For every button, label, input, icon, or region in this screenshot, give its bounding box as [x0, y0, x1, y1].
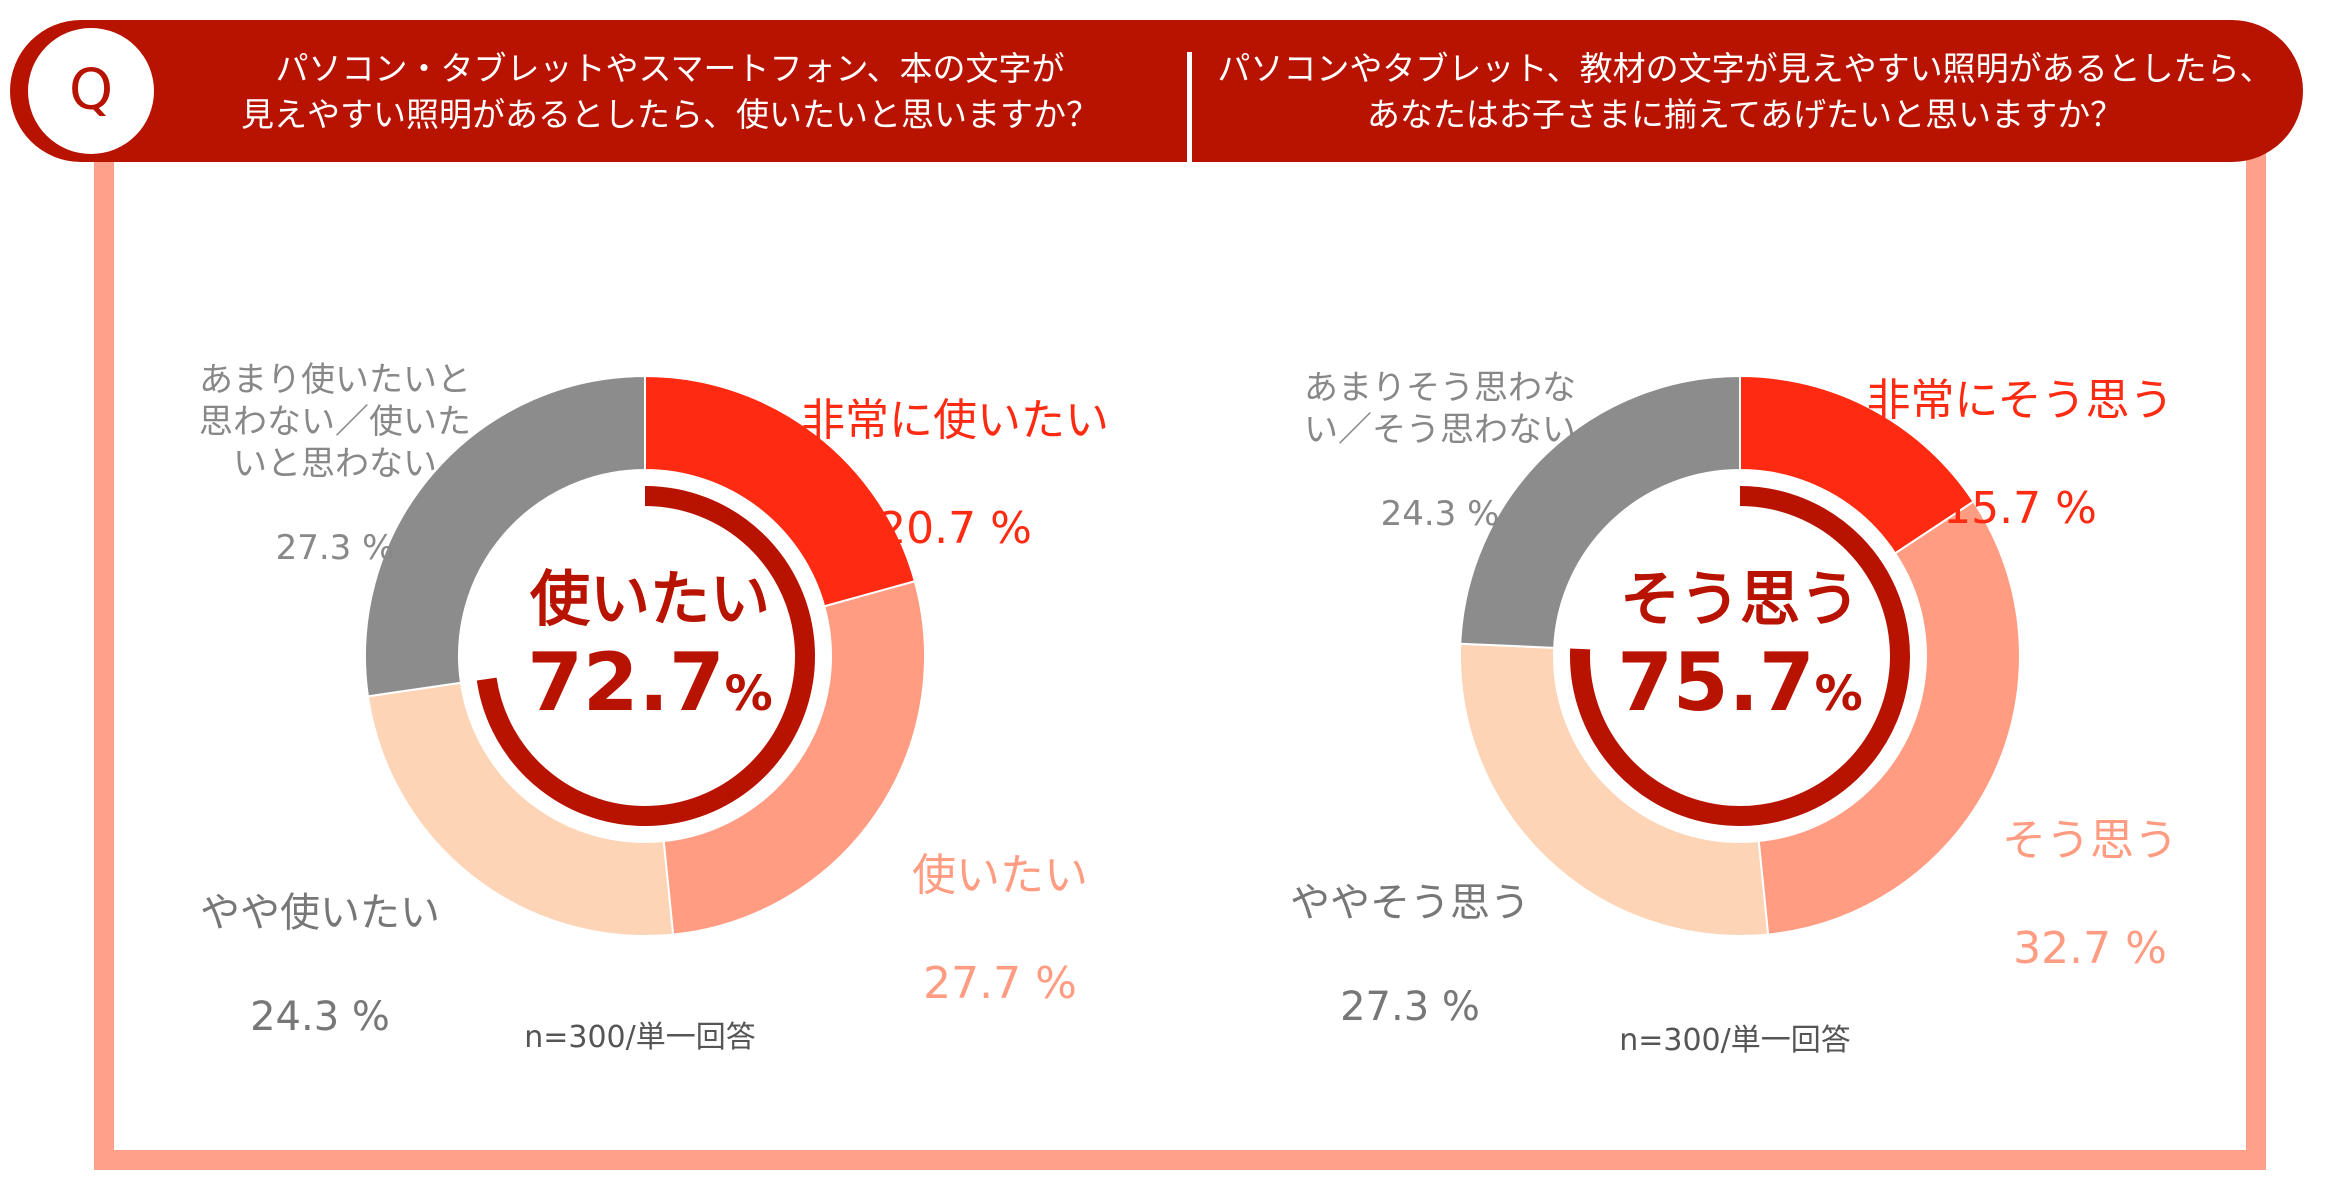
- right-label-s3: あまりそう思わな い／そう思わない 24.3 %: [1295, 325, 1585, 577]
- right-summary-title: そう思う: [1620, 565, 1860, 635]
- left-summary-arc: [476, 486, 815, 826]
- left-label-s1-name: 使いたい: [912, 850, 1088, 901]
- right-label-s1-value: 32.7 %: [2013, 923, 2167, 974]
- right-label-s2-name: ややそう思う: [1290, 880, 1530, 926]
- header-divider: [1187, 52, 1192, 170]
- left-summary-value: 72.7: [527, 636, 725, 729]
- left-label-s2: やや使いたい 24.3 %: [175, 835, 465, 1095]
- left-label-s2-value: 24.3 %: [250, 994, 390, 1040]
- right-label-s3-value: 24.3 %: [1380, 494, 1500, 534]
- left-slice-1: [662, 580, 926, 936]
- left-summary-unit: %: [724, 666, 773, 722]
- right-slice-1: [1757, 500, 2021, 936]
- right-label-s2-value: 27.3 %: [1340, 984, 1480, 1030]
- right-sample-note: n=300/単一回答: [1619, 1023, 1851, 1058]
- right-summary-arc: [1570, 486, 1910, 826]
- left-label-s0-name: 非常に使いたい: [801, 395, 1109, 446]
- right-label-s0-name: 非常にそう思う: [1866, 375, 2174, 426]
- left-label-s1-value: 27.7 %: [923, 958, 1077, 1009]
- left-label-s3-name: あまり使いたいと 思わない／使いた いと思わない: [199, 360, 471, 484]
- right-label-s1: そう思う 32.7 %: [1975, 760, 2205, 1030]
- donut-chart-right: [1459, 374, 2021, 937]
- left-sample-note: n=300/単一回答: [524, 1020, 756, 1055]
- left-summary-title: 使いたい: [530, 565, 770, 635]
- left-slice-0: [644, 374, 917, 608]
- left-slice-2: [366, 681, 675, 937]
- left-label-s3-value: 27.3 %: [275, 528, 395, 568]
- right-slice-3: [1459, 374, 1741, 649]
- right-label-s3-name: あまりそう思わな い／そう思わない: [1304, 368, 1576, 450]
- question-mark-badge: Q: [28, 28, 154, 154]
- left-label-s3: あまり使いたいと 思わない／使いた いと思わない 27.3 %: [190, 317, 480, 611]
- right-slice-2: [1459, 642, 1770, 937]
- right-label-s2: ややそう思う 27.3 %: [1255, 825, 1565, 1085]
- left-slice-3: [364, 374, 646, 698]
- question-header: Q パソコン・タブレットやスマートフォン、本の文字が 見えやすい照明があるとした…: [10, 20, 2303, 170]
- right-summary: そう思う 75.7%: [1580, 565, 1900, 742]
- question-right-text: パソコンやタブレット、教材の文字が見えやすい照明があるとしたら、 あなたはお子さ…: [1217, 49, 2273, 134]
- content-frame: [94, 60, 2266, 1170]
- left-label-s1: 使いたい 27.7 %: [880, 795, 1120, 1065]
- right-label-s0-value: 15.7 %: [1943, 483, 2097, 534]
- right-label-s0: 非常にそう思う 15.7 %: [1865, 320, 2175, 590]
- right-summary-unit: %: [1814, 666, 1863, 722]
- left-label-s2-name: やや使いたい: [200, 890, 440, 936]
- right-label-s1-name: そう思う: [2002, 815, 2178, 866]
- right-summary-value: 75.7: [1617, 636, 1815, 729]
- question-left-text: パソコン・タブレットやスマートフォン、本の文字が 見えやすい照明があるとしたら、…: [241, 49, 1099, 134]
- left-summary: 使いたい 72.7%: [490, 565, 810, 742]
- left-label-s0-value: 20.7 %: [878, 503, 1032, 554]
- left-label-s0: 非常に使いたい 20.7 %: [790, 340, 1120, 610]
- donut-chart-left: [364, 374, 926, 937]
